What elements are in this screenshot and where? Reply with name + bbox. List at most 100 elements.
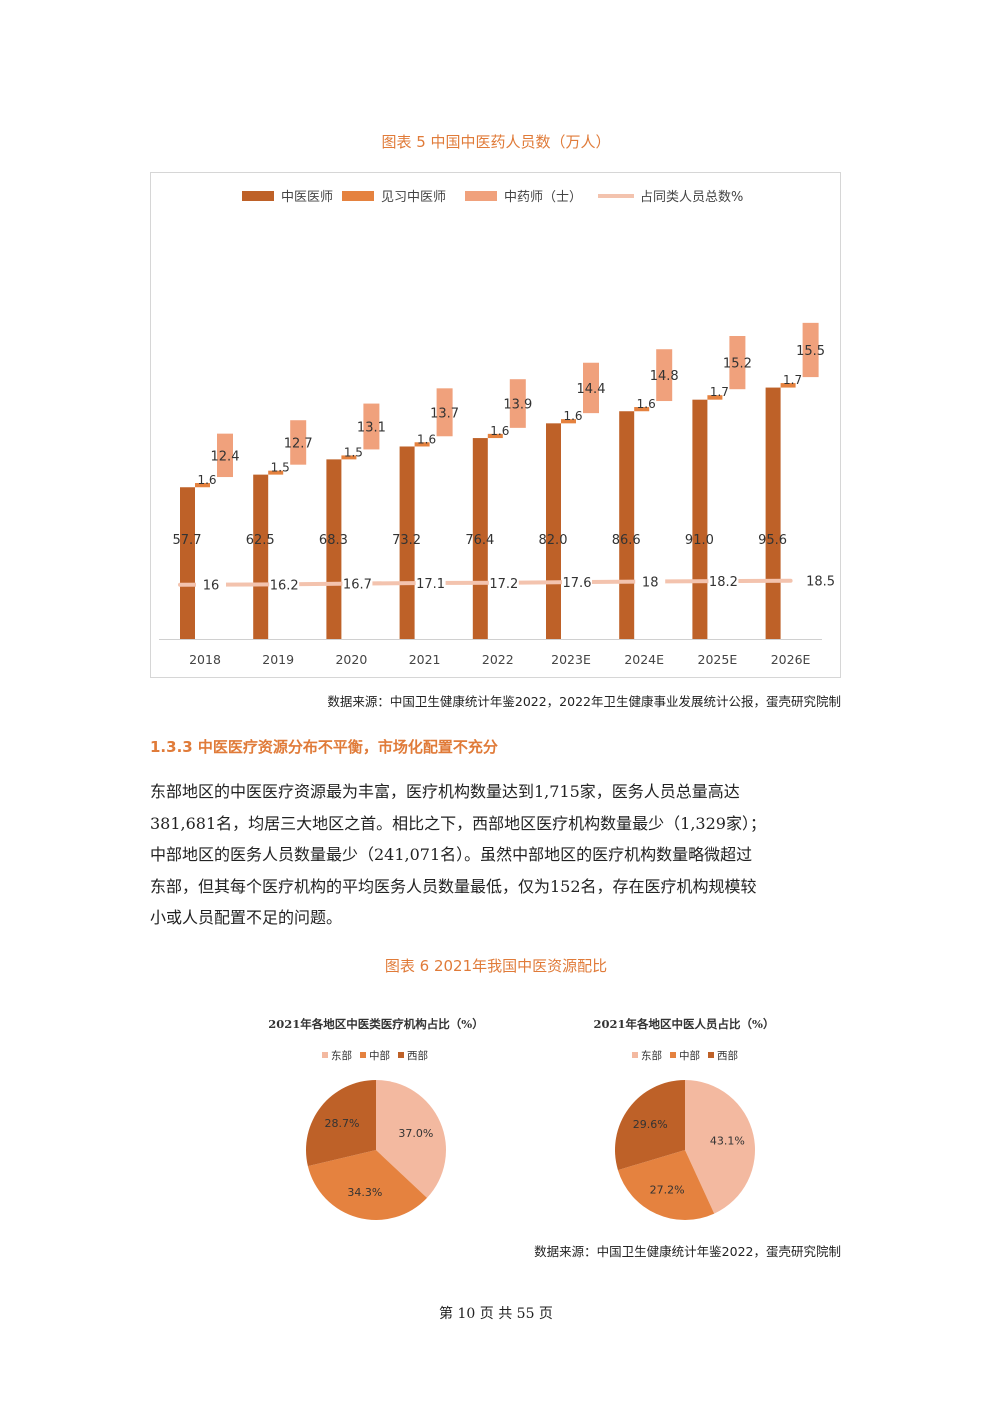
label-trainee-2021: 1.6 — [417, 432, 436, 446]
pie1-title: 2021年各地区中医类医疗机构占比（%） — [268, 1017, 484, 1031]
label-trainee-2024E: 1.6 — [637, 397, 656, 411]
pie1-label-中部: 34.3% — [347, 1186, 382, 1199]
pie2-legend-label-2: 西部 — [717, 1049, 738, 1062]
bar-pharmacist-2026E — [802, 322, 819, 378]
pie2-label-西部: 29.6% — [633, 1118, 668, 1131]
label-pharmacist-2023E: 14.4 — [577, 382, 606, 397]
ratio-label-bg-2019 — [269, 576, 300, 593]
pie1-label-西部: 28.7% — [324, 1117, 359, 1130]
bar-trainee-2024E — [634, 407, 650, 412]
pie1-slice-中部 — [307, 1150, 428, 1220]
legend-label-1: 见习中医师 — [381, 190, 446, 205]
chart6-caption: 图表 6 2021年我国中医资源配比 — [384, 957, 608, 975]
legend-swatch-2 — [465, 191, 497, 201]
ratio-label-bg-2023E — [562, 574, 592, 591]
label-ratio-2025E: 18.2 — [709, 575, 738, 590]
label-trainee-2018: 1.6 — [197, 473, 216, 487]
bar-trainee-2021 — [414, 442, 430, 447]
pie2-legend-swatch-0 — [632, 1052, 638, 1058]
pie2-legend-swatch-2 — [708, 1052, 714, 1058]
pie1-label-东部: 37.0% — [398, 1127, 433, 1140]
label-pharmacist-2024E: 14.8 — [650, 369, 679, 384]
bar-doctor-2024E — [619, 411, 635, 639]
pie1-legend-label-2: 西部 — [407, 1049, 428, 1062]
label-ratio-2024E: 18 — [642, 576, 659, 591]
bar-trainee-2025E — [707, 395, 723, 400]
chart6-source: 数据来源：中国卫生健康统计年鉴2022，蛋壳研究院制 — [534, 1244, 841, 1259]
chart5-frame: 中医医师 见习中医师 中药师（士） 占同类人员总数% 57.7 1.6 12.4 2018 62… — [150, 172, 841, 678]
pie2-legend-label-0: 东部 — [641, 1049, 662, 1062]
label-pharmacist-2020: 13.1 — [357, 421, 386, 436]
bar-doctor-2023E — [546, 423, 561, 639]
bar-doctor-2022 — [472, 438, 488, 639]
chart5-plot: 中医医师 见习中医师 中药师（士） 占同类人员总数% 57.7 1.6 12.4 2018 62… — [159, 190, 835, 667]
pie2-label-中部: 27.2% — [650, 1184, 685, 1197]
label-doctor-2025E: 91.0 — [685, 533, 714, 548]
legend-label-0: 中医医师 — [281, 190, 333, 205]
bar-doctor-2019 — [253, 474, 269, 639]
ratio-label-bg-2024E — [635, 573, 666, 590]
label-doctor-2023E: 82.0 — [539, 533, 568, 548]
x-tick-2023E: 2023E — [551, 652, 591, 667]
bar-pharmacist-2018 — [217, 433, 233, 478]
pie1-legend-swatch-1 — [360, 1052, 366, 1058]
body-paragraph: 东部地区的中医医疗资源最为丰富，医疗机构数量达到1,715家，医务人员总量高达 … — [150, 776, 842, 934]
label-trainee-2025E: 1.7 — [710, 385, 729, 399]
section-heading: 1.3.3 中医医疗资源分布不平衡，市场化配置不充分 — [150, 738, 498, 756]
label-trainee-2026E: 1.7 — [783, 373, 802, 387]
chart5-caption: 图表 5 中国中医药人员数（万人） — [381, 133, 611, 151]
bar-doctor-2020 — [326, 459, 342, 639]
bar-pharmacist-2023E — [583, 362, 599, 414]
pie2-slice-东部 — [685, 1080, 755, 1214]
paragraph-line: 381,681名，均居三大地区之首。相比之下，西部地区医疗机构数量最少（1,32… — [150, 813, 766, 833]
label-trainee-2019: 1.5 — [271, 461, 290, 475]
label-pharmacist-2021: 13.7 — [430, 406, 459, 421]
label-doctor-2020: 68.3 — [319, 533, 348, 548]
label-doctor-2026E: 95.6 — [758, 533, 787, 548]
label-pharmacist-2018: 12.4 — [211, 449, 240, 464]
x-tick-2026E: 2026E — [771, 652, 811, 667]
label-ratio-2020: 16.7 — [343, 578, 372, 593]
label-trainee-2023E: 1.6 — [563, 409, 582, 423]
legend-swatch-0 — [242, 191, 274, 201]
legend-label-2: 中药师（士） — [504, 190, 582, 205]
label-ratio-2018: 16 — [203, 579, 220, 594]
pie1-slice-西部 — [306, 1080, 376, 1167]
ratio-label-bg-2018 — [196, 576, 226, 593]
label-pharmacist-2019: 12.7 — [284, 436, 313, 451]
chart6-pies: 东部 中部 西部 37.0% 34.3% 28.7% 东部 中部 西部 43.1% 27.2% 29.… — [306, 1049, 755, 1220]
ratio-label-bg-2022 — [488, 574, 519, 591]
bar-trainee-2026E — [780, 383, 796, 388]
bar-doctor-2025E — [692, 399, 708, 639]
label-doctor-2021: 73.2 — [392, 533, 421, 548]
pie1-legend-swatch-0 — [322, 1052, 328, 1058]
paragraph-line: 中部地区的医务人员数量最少（241,071名）。虽然中部地区的医疗机构数量略微超… — [150, 845, 753, 864]
label-ratio-2021: 17.1 — [416, 577, 445, 592]
bar-trainee-2023E — [561, 419, 576, 424]
pie2-legend-swatch-1 — [670, 1052, 676, 1058]
ratio-label-bg-2021 — [415, 574, 446, 591]
x-tick-2024E: 2024E — [624, 652, 664, 667]
bar-trainee-2020 — [341, 455, 357, 460]
bar-trainee-2019 — [268, 470, 284, 475]
label-doctor-2022: 76.4 — [465, 533, 494, 548]
x-tick-2025E: 2025E — [698, 652, 738, 667]
pie2-legend-label-1: 中部 — [679, 1049, 700, 1062]
pie2-label-东部: 43.1% — [710, 1135, 745, 1148]
bar-pharmacist-2022 — [509, 379, 526, 428]
ratio-label-bg-2025E — [708, 573, 739, 590]
label-ratio-2019: 16.2 — [270, 578, 299, 593]
ratio-label-bg-2020 — [342, 575, 373, 592]
x-tick-2021: 2021 — [409, 652, 441, 667]
label-pharmacist-2025E: 15.2 — [723, 357, 752, 372]
bar-doctor-2021 — [399, 446, 415, 639]
pie2-title: 2021年各地区中医人员占比（%） — [593, 1017, 775, 1031]
legend-label-3: 占同类人员总数% — [640, 190, 743, 205]
label-doctor-2019: 62.5 — [246, 533, 275, 548]
label-pharmacist-2026E: 15.5 — [796, 344, 825, 359]
x-tick-2018: 2018 — [189, 652, 221, 667]
x-tick-2022: 2022 — [482, 652, 514, 667]
x-tick-2019: 2019 — [262, 652, 294, 667]
legend-swatch-1 — [342, 191, 374, 201]
pie1-slice-东部 — [376, 1080, 446, 1198]
